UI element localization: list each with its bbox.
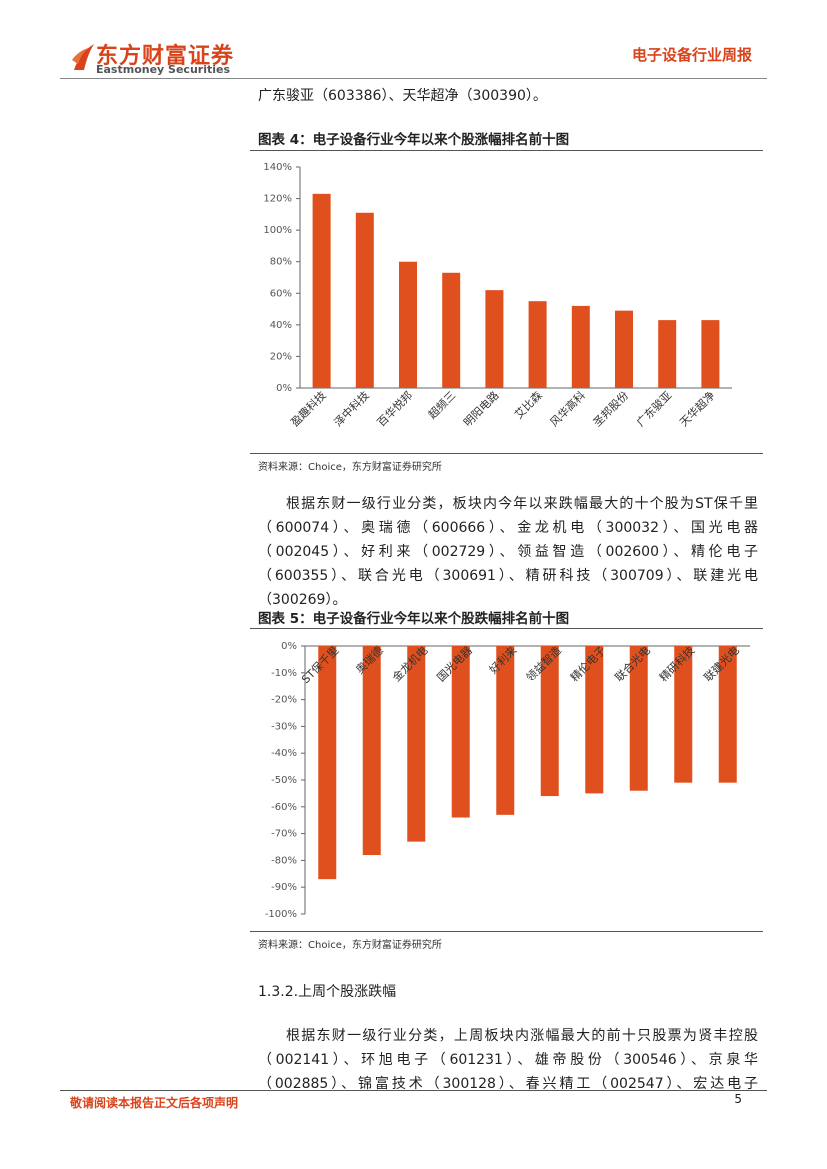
bar (701, 320, 720, 388)
y-tick-label: 40% (270, 320, 292, 331)
footer-rule (60, 1090, 767, 1091)
x-tick-label: 明阳电路 (461, 389, 501, 429)
paragraph: 根据东财一级行业分类，板块内今年以来跌幅最大的十个股为ST保千里（600074）… (258, 496, 758, 608)
section-heading: 1.3.2.上周个股涨跌幅 (258, 984, 397, 1000)
header-rule (60, 78, 767, 79)
x-tick-label: 超频三 (425, 388, 458, 421)
y-tick-label: 20% (270, 351, 292, 362)
bar (407, 646, 426, 842)
bar (355, 212, 374, 388)
bar (362, 646, 381, 856)
bar (718, 646, 737, 783)
bar (540, 646, 559, 797)
figure-title: 图表 5：电子设备行业今年以来个股跌幅排名前十图 (258, 611, 570, 627)
x-tick-label: 天华超净 (677, 388, 718, 429)
y-tick-label: 120% (263, 194, 292, 205)
page-number: 5 (734, 1092, 742, 1106)
y-tick-label: 60% (270, 288, 292, 299)
bar (496, 646, 515, 815)
bar (442, 272, 461, 388)
y-tick-label: -70% (271, 829, 297, 840)
y-tick-label: -60% (271, 802, 297, 813)
paragraph: 广东骏亚（603386）、天华超净（300390）。 (258, 88, 547, 104)
y-tick-label: -80% (271, 855, 297, 866)
y-tick-label: 80% (270, 257, 292, 268)
bar (318, 646, 337, 880)
chart: 0% 20% 40% 60% 80% 100% 120% 140% 盈趣科技 泽中科技 百华悦邦 超频… (263, 162, 732, 429)
source: 资料来源：Choice，东方财富证券研究所 (258, 462, 442, 473)
y-tick-label: -20% (271, 695, 297, 706)
figure-frame: 0% 20% 40% 60% 80% 100% 120% 140% 盈趣科技 泽中科技 百华悦邦 超频… (250, 150, 763, 454)
figure-title: 图表 4：电子设备行业今年以来个股涨幅排名前十图 (258, 132, 570, 148)
source: 资料来源：Choice，东方财富证券研究所 (258, 940, 442, 951)
bar (485, 290, 504, 388)
y-tick-label: -50% (271, 775, 297, 786)
bar (571, 305, 590, 388)
bar (615, 310, 633, 388)
bar (629, 646, 648, 791)
y-tick-label: -40% (271, 748, 297, 759)
x-tick-label: 泽中科技 (331, 388, 372, 429)
x-tick-label: 圣邦股份 (591, 389, 631, 429)
bar (585, 646, 604, 794)
y-tick-label: -10% (271, 668, 297, 679)
x-tick-label: 盈趣科技 (288, 388, 329, 429)
logo-text: 东方财富证券 (96, 44, 235, 69)
chart: 0% -10% -20% -30% -40% -50% -60% -70% -80% -90% -1… (265, 641, 750, 920)
logo-subtext: Eastmoney Securities (96, 63, 231, 76)
bar (528, 301, 547, 388)
y-tick-label: 0% (281, 641, 297, 652)
x-tick-label: 风华高科 (547, 388, 588, 429)
x-tick-label: 艾比森 (511, 388, 544, 421)
report-name: 电子设备行业周报 (631, 46, 752, 64)
y-tick-label: 140% (263, 162, 292, 173)
y-tick-label: 0% (276, 383, 292, 394)
logo-icon (72, 44, 94, 70)
y-tick-label: -90% (271, 882, 297, 893)
disclaimer: 敬请阅读本报告正文后各项声明 (70, 1096, 239, 1110)
x-tick-label: 百华悦邦 (374, 388, 415, 429)
bar (451, 646, 470, 818)
bar (658, 320, 677, 388)
y-tick-label: 100% (263, 225, 292, 236)
bar (674, 646, 693, 783)
figure-frame: 0% -10% -20% -30% -40% -50% -60% -70% -80% -90% -1… (250, 628, 763, 932)
y-tick-label: -100% (265, 909, 297, 920)
x-tick-label: 广东骏亚 (633, 388, 674, 429)
bar (399, 261, 417, 388)
y-tick-label: -30% (271, 721, 297, 732)
bar (312, 193, 331, 388)
paragraph: 根据东财一级行业分类，上周板块内涨幅最大的前十只股票为贤丰控股（002141）、… (258, 1028, 758, 1092)
